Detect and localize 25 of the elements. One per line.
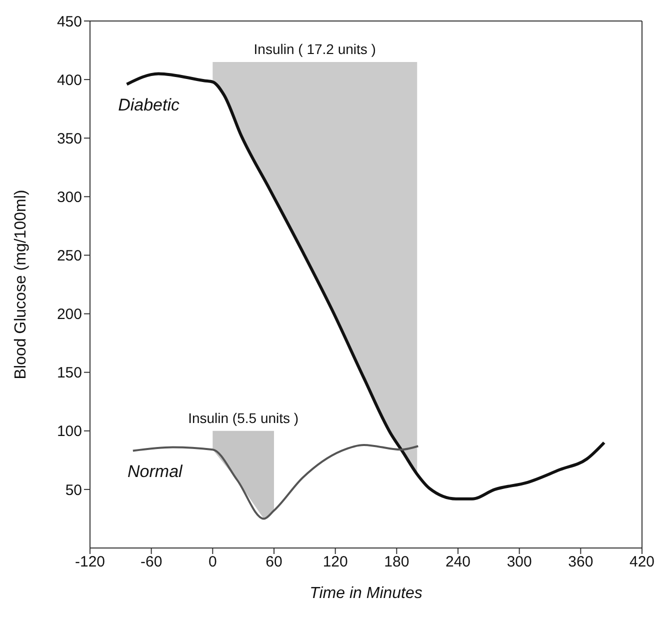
y-axis-title: Blood Glucose (mg/100ml): [12, 190, 30, 380]
y-tick-label: 350: [56, 130, 82, 148]
x-tick-label: -120: [74, 554, 106, 571]
x-tick-label: -60: [140, 554, 162, 571]
series-label: Normal: [128, 462, 184, 481]
x-tick-label: 420: [629, 554, 655, 571]
x-tick-label: 240: [445, 554, 471, 571]
x-axis-title: Time in Minutes: [310, 585, 422, 602]
x-tick-label: 60: [266, 554, 282, 571]
y-tick-label: 150: [56, 364, 82, 382]
y-tick-label: 50: [65, 482, 82, 499]
y-tick-label: 450: [56, 13, 82, 30]
y-tick-label: 100: [56, 423, 82, 440]
x-tick-label: 360: [568, 554, 594, 571]
x-tick-label: 0: [208, 554, 217, 571]
x-tick-label: 180: [384, 554, 410, 571]
y-tick-label: 300: [56, 188, 82, 206]
y-tick-label: 250: [56, 248, 82, 265]
x-tick-label: 300: [506, 554, 532, 571]
x-tick-label: 120: [322, 554, 348, 571]
annotation: Insulin ( 17.2 units ): [254, 40, 376, 57]
y-tick-label: 400: [56, 72, 82, 89]
y-tick-label: 200: [56, 306, 82, 324]
series-label: Diabetic: [118, 95, 180, 114]
annotation: Insulin (5.5 units ): [188, 410, 299, 426]
